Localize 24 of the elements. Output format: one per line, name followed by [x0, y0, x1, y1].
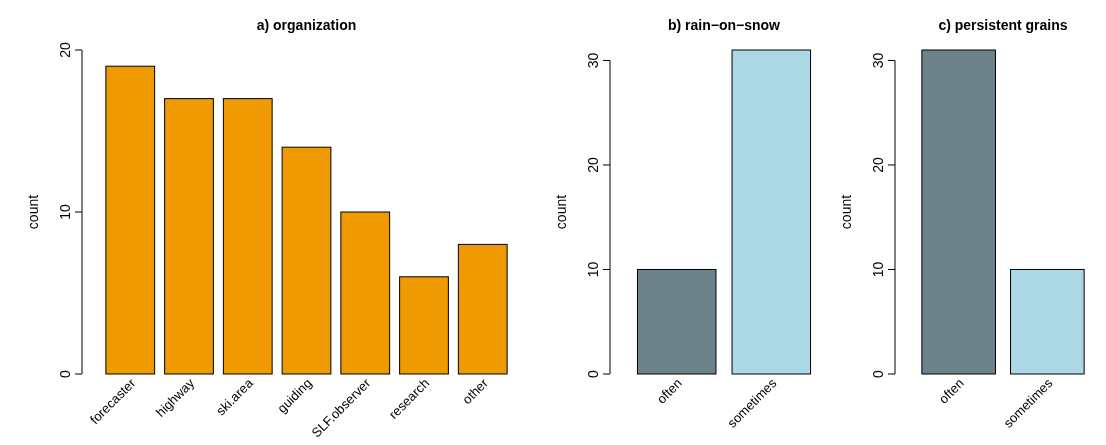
bar: [164, 98, 214, 375]
y-tick-label: 10: [57, 204, 73, 220]
y-tick-label: 10: [870, 261, 886, 278]
y-tick-label: 10: [585, 261, 601, 278]
y-tick-label: 20: [57, 42, 73, 58]
bar: [340, 211, 391, 375]
y-tick-label: 30: [585, 52, 601, 69]
y-tick-label: 0: [870, 369, 886, 378]
y-axis-title: count: [553, 194, 569, 230]
y-tick-label: 30: [870, 52, 886, 69]
bar: [281, 146, 332, 375]
chart-title: b) rain−on−snow: [667, 17, 781, 33]
bar: [457, 243, 508, 375]
bar: [222, 98, 273, 375]
y-tick-label: 20: [870, 156, 886, 173]
bar: [399, 276, 449, 375]
bar: [105, 65, 156, 375]
y-tick-label: 0: [585, 369, 601, 378]
y-tick-label: 20: [585, 156, 601, 173]
y-axis-title: count: [25, 194, 41, 230]
y-tick-label: 0: [57, 369, 73, 378]
y-axis-title: count: [838, 194, 854, 230]
chart-title: c) persistent grains: [938, 17, 1068, 33]
chart-title: a) organization: [256, 17, 357, 33]
